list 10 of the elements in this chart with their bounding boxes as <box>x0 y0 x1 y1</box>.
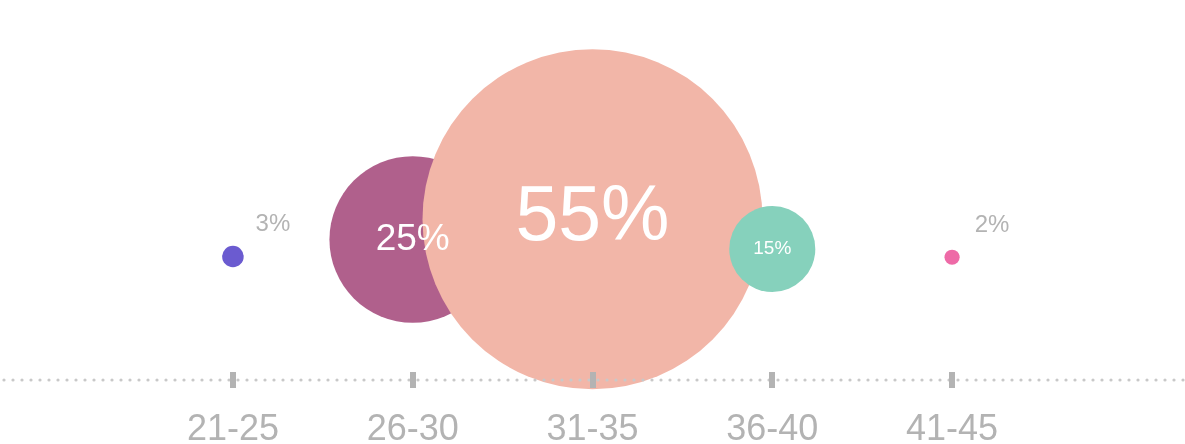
data-label: 2% <box>974 209 1010 237</box>
x-tick-label: 21-25 <box>186 407 279 444</box>
data-label: 15% <box>753 237 792 259</box>
x-tick-label: 36-40 <box>726 407 819 444</box>
data-label: 55% <box>515 170 670 257</box>
x-tick-label: 41-45 <box>906 407 999 444</box>
x-tick-label: 26-30 <box>366 407 459 444</box>
data-label: 3% <box>255 209 291 237</box>
data-label: 25% <box>375 216 450 258</box>
x-tick-label: 31-35 <box>546 407 639 444</box>
